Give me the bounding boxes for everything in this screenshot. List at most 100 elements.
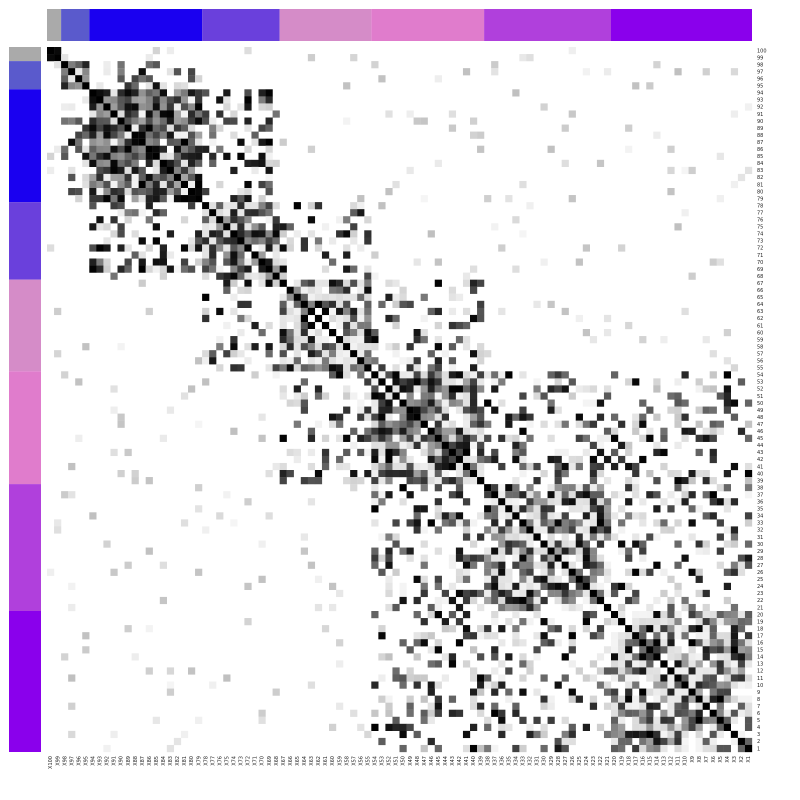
heatmap-cell	[96, 265, 104, 273]
heatmap-cell	[477, 688, 485, 696]
heatmap-cell	[533, 646, 541, 654]
heatmap-cell	[667, 406, 675, 414]
heatmap-cell	[131, 251, 139, 259]
heatmap-cell	[505, 575, 513, 583]
heatmap-cell	[455, 512, 464, 520]
heatmap-cell	[406, 427, 414, 435]
heatmap-cell	[512, 561, 520, 569]
heatmap-cell	[258, 152, 266, 160]
y-tick-label: 70	[757, 260, 763, 266]
heatmap-cell	[180, 117, 189, 125]
heatmap-cell	[202, 89, 210, 97]
heatmap-cell	[251, 202, 259, 210]
heatmap-cell	[434, 709, 442, 717]
heatmap-cell	[477, 681, 485, 689]
heatmap-cell	[336, 336, 344, 344]
heatmap-cell	[603, 568, 612, 576]
heatmap-cell	[582, 582, 590, 590]
heatmap-cell	[434, 660, 442, 668]
heatmap-cell	[744, 434, 753, 442]
heatmap-cell	[336, 420, 344, 428]
heatmap-cell	[505, 533, 513, 541]
heatmap-cell	[188, 75, 196, 83]
heatmap-cell	[470, 286, 478, 294]
heatmap-cell	[272, 230, 280, 238]
heatmap-cell	[730, 730, 739, 739]
heatmap-cell	[180, 103, 189, 111]
heatmap-cell	[244, 188, 252, 196]
heatmap-cell	[378, 462, 386, 471]
heatmap-cell	[448, 448, 457, 457]
heatmap-cell	[117, 265, 125, 273]
heatmap-cell	[392, 470, 400, 478]
heatmap-cell	[491, 561, 499, 569]
heatmap-cell	[596, 448, 605, 457]
heatmap-cell	[138, 258, 146, 266]
heatmap-cell	[526, 434, 534, 442]
x-tick-label: X46	[429, 756, 435, 766]
x-tick-label: X80	[189, 756, 195, 766]
heatmap-cell	[730, 110, 739, 118]
heatmap-cell	[286, 237, 294, 245]
heatmap-cell	[434, 434, 442, 442]
heatmap-cell	[575, 455, 583, 464]
heatmap-cell	[441, 371, 449, 379]
y-tick-label: 36	[757, 500, 763, 506]
heatmap-cell	[484, 582, 492, 590]
heatmap-cell	[434, 484, 442, 492]
heatmap-cell	[124, 103, 132, 111]
heatmap-cell	[547, 589, 555, 598]
heatmap-cell	[477, 477, 485, 485]
heatmap-cell	[110, 406, 118, 414]
heatmap-cell	[723, 399, 731, 407]
y-tick-label: 75	[757, 225, 763, 231]
heatmap-cell	[702, 695, 710, 703]
heatmap-cell	[519, 392, 527, 400]
heatmap-cell	[455, 603, 464, 612]
x-tick-label: X17	[633, 756, 639, 766]
heatmap-cell	[152, 145, 160, 153]
heatmap-cell	[96, 216, 104, 224]
heatmap-cell	[441, 589, 449, 598]
heatmap-cell	[681, 660, 689, 668]
heatmap-cell	[448, 462, 457, 471]
heatmap-cell	[152, 131, 160, 139]
heatmap-cell	[110, 216, 118, 224]
heatmap-cell	[173, 117, 182, 125]
heatmap-cell	[477, 441, 485, 449]
heatmap-cell	[709, 498, 717, 506]
heatmap-cell	[265, 103, 273, 111]
heatmap-cell	[244, 223, 252, 231]
heatmap-cell	[744, 491, 753, 499]
heatmap-cell	[251, 138, 259, 146]
x-tick-label: X69	[267, 756, 273, 766]
heatmap-cell	[209, 117, 217, 125]
heatmap-cell	[188, 145, 196, 153]
heatmap-cell	[258, 272, 266, 280]
heatmap-cell	[173, 89, 182, 97]
heatmap-cell	[413, 413, 421, 421]
heatmap-cell	[582, 575, 590, 583]
heatmap-cell	[124, 124, 132, 132]
heatmap-cell	[448, 561, 457, 569]
x-tick-label: X52	[387, 756, 393, 766]
heatmap-cell	[688, 166, 696, 175]
heatmap-cell	[660, 646, 668, 654]
heatmap-cell	[307, 145, 316, 153]
heatmap-cell	[554, 519, 562, 527]
heatmap-cell	[455, 441, 464, 449]
heatmap-cell	[603, 618, 612, 626]
heatmap-cell	[385, 554, 393, 562]
heatmap-cell	[611, 730, 619, 739]
heatmap-cell	[470, 427, 478, 435]
heatmap-cell	[702, 653, 710, 661]
heatmap-cell	[667, 392, 675, 400]
heatmap-cell	[519, 441, 527, 449]
heatmap-cell	[519, 561, 527, 569]
heatmap-cell	[89, 152, 97, 160]
y-tick-label: 7	[757, 704, 760, 710]
heatmap-cell	[653, 533, 661, 541]
heatmap-cell	[223, 202, 231, 210]
heatmap-cell	[491, 589, 499, 598]
heatmap-cell	[223, 350, 231, 358]
